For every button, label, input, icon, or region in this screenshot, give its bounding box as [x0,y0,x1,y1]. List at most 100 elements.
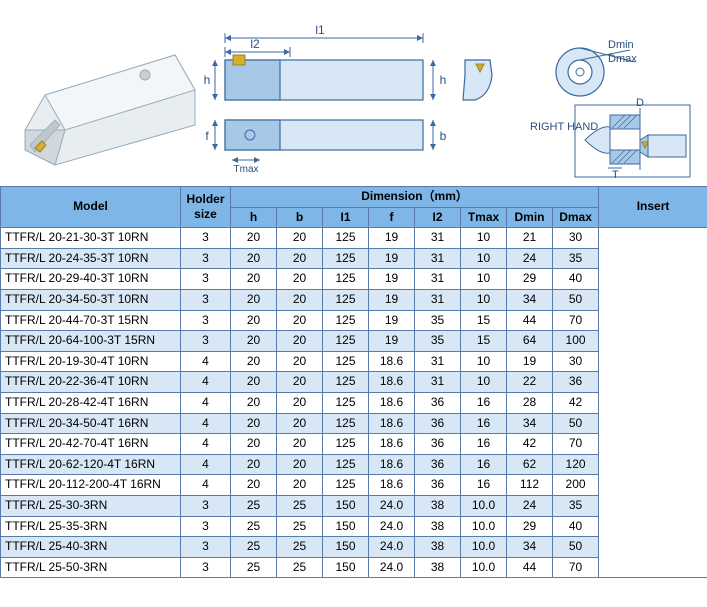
cell-h: 25 [231,495,277,516]
cell-l1: 125 [323,413,369,434]
cell-holder: 4 [181,413,231,434]
cell-f: 18.6 [369,351,415,372]
cell-l2: 31 [415,248,461,269]
th-dmin: Dmin [507,207,553,228]
cell-b: 20 [277,392,323,413]
cell-Dmin: 34 [507,413,553,434]
cell-holder: 3 [181,331,231,352]
th-tmax: Tmax [461,207,507,228]
cell-holder: 3 [181,269,231,290]
cell-Dmin: 28 [507,392,553,413]
isometric-tool [25,55,195,165]
cell-Dmax: 30 [553,351,599,372]
cell-b: 20 [277,434,323,455]
cell-b: 20 [277,331,323,352]
cell-b: 25 [277,495,323,516]
cell-l1: 125 [323,351,369,372]
cell-l2: 31 [415,228,461,249]
label-D: D [636,97,644,109]
cell-Dmin: 29 [507,269,553,290]
cell-b: 20 [277,475,323,496]
cell-Dmin: 24 [507,495,553,516]
label-dmax: Dmax [608,53,637,65]
cell-h: 20 [231,331,277,352]
cell-l1: 125 [323,475,369,496]
cell-f: 19 [369,289,415,310]
cell-l2: 31 [415,351,461,372]
cell-l2: 35 [415,331,461,352]
label-l1: l1 [315,23,325,37]
label-l2: l2 [250,37,260,51]
label-right-hand: RIGHT HAND [530,121,598,133]
technical-diagram-panel: l1 l2 h h [0,0,707,186]
cell-f: 19 [369,248,415,269]
cell-f: 18.6 [369,413,415,434]
cell-h: 20 [231,434,277,455]
cell-model: TTFR/L 20-22-36-4T 10RN [1,372,181,393]
label-T: T [612,169,619,181]
cell-holder: 4 [181,351,231,372]
cell-model: TTFR/L 20-24-35-3T 10RN [1,248,181,269]
orthographic-views: l1 l2 h h [204,23,447,175]
cell-l1: 125 [323,310,369,331]
cell-l1: 125 [323,269,369,290]
cell-model: TTFR/L 20-34-50-4T 16RN [1,413,181,434]
cell-Tmax: 10 [461,289,507,310]
cell-Tmax: 15 [461,331,507,352]
th-model: Model [1,187,181,228]
cell-b: 20 [277,289,323,310]
cell-f: 19 [369,228,415,249]
cell-holder: 4 [181,454,231,475]
cell-f: 18.6 [369,454,415,475]
cell-model: TTFR/L 20-64-100-3T 15RN [1,331,181,352]
cell-holder: 4 [181,372,231,393]
cell-l1: 125 [323,289,369,310]
th-l1: I1 [323,207,369,228]
cell-holder: 4 [181,392,231,413]
cell-Dmax: 35 [553,248,599,269]
cell-b: 20 [277,228,323,249]
specification-table: Model Holder size Dimension（mm） Insert h… [0,186,707,578]
cell-f: 18.6 [369,392,415,413]
label-tmax: Tmax [234,164,259,175]
cell-Dmin: 21 [507,228,553,249]
cell-Dmax: 50 [553,537,599,558]
cell-Tmax: 10 [461,228,507,249]
cell-holder: 3 [181,516,231,537]
cell-Dmin: 22 [507,372,553,393]
cell-Tmax: 10.0 [461,516,507,537]
cell-model: TTFR/L 25-30-3RN [1,495,181,516]
cell-l2: 38 [415,516,461,537]
cell-f: 19 [369,310,415,331]
cell-b: 20 [277,413,323,434]
cell-f: 19 [369,331,415,352]
cell-f: 18.6 [369,372,415,393]
th-dmax: Dmax [553,207,599,228]
cell-l1: 125 [323,331,369,352]
cell-holder: 3 [181,289,231,310]
cell-l2: 36 [415,413,461,434]
cell-Dmin: 34 [507,537,553,558]
cell-Dmax: 35 [553,495,599,516]
label-h-right: h [440,73,447,87]
label-b: b [440,129,447,143]
cell-l2: 35 [415,310,461,331]
cell-l2: 38 [415,557,461,578]
cell-f: 24.0 [369,557,415,578]
cell-model: TTFR/L 25-50-3RN [1,557,181,578]
cell-Dmax: 200 [553,475,599,496]
label-dmin: Dmin [608,39,634,51]
cell-holder: 3 [181,310,231,331]
cell-Dmin: 112 [507,475,553,496]
cell-f: 19 [369,269,415,290]
cell-holder: 3 [181,557,231,578]
th-holder: Holder size [181,187,231,228]
cell-b: 20 [277,248,323,269]
cell-Tmax: 16 [461,434,507,455]
cell-l1: 125 [323,372,369,393]
cell-model: TTFR/L 20-29-40-3T 10RN [1,269,181,290]
cell-l1: 125 [323,392,369,413]
insert-shape [463,60,492,100]
cell-model: TTFR/L 20-62-120-4T 16RN [1,454,181,475]
cell-f: 24.0 [369,537,415,558]
